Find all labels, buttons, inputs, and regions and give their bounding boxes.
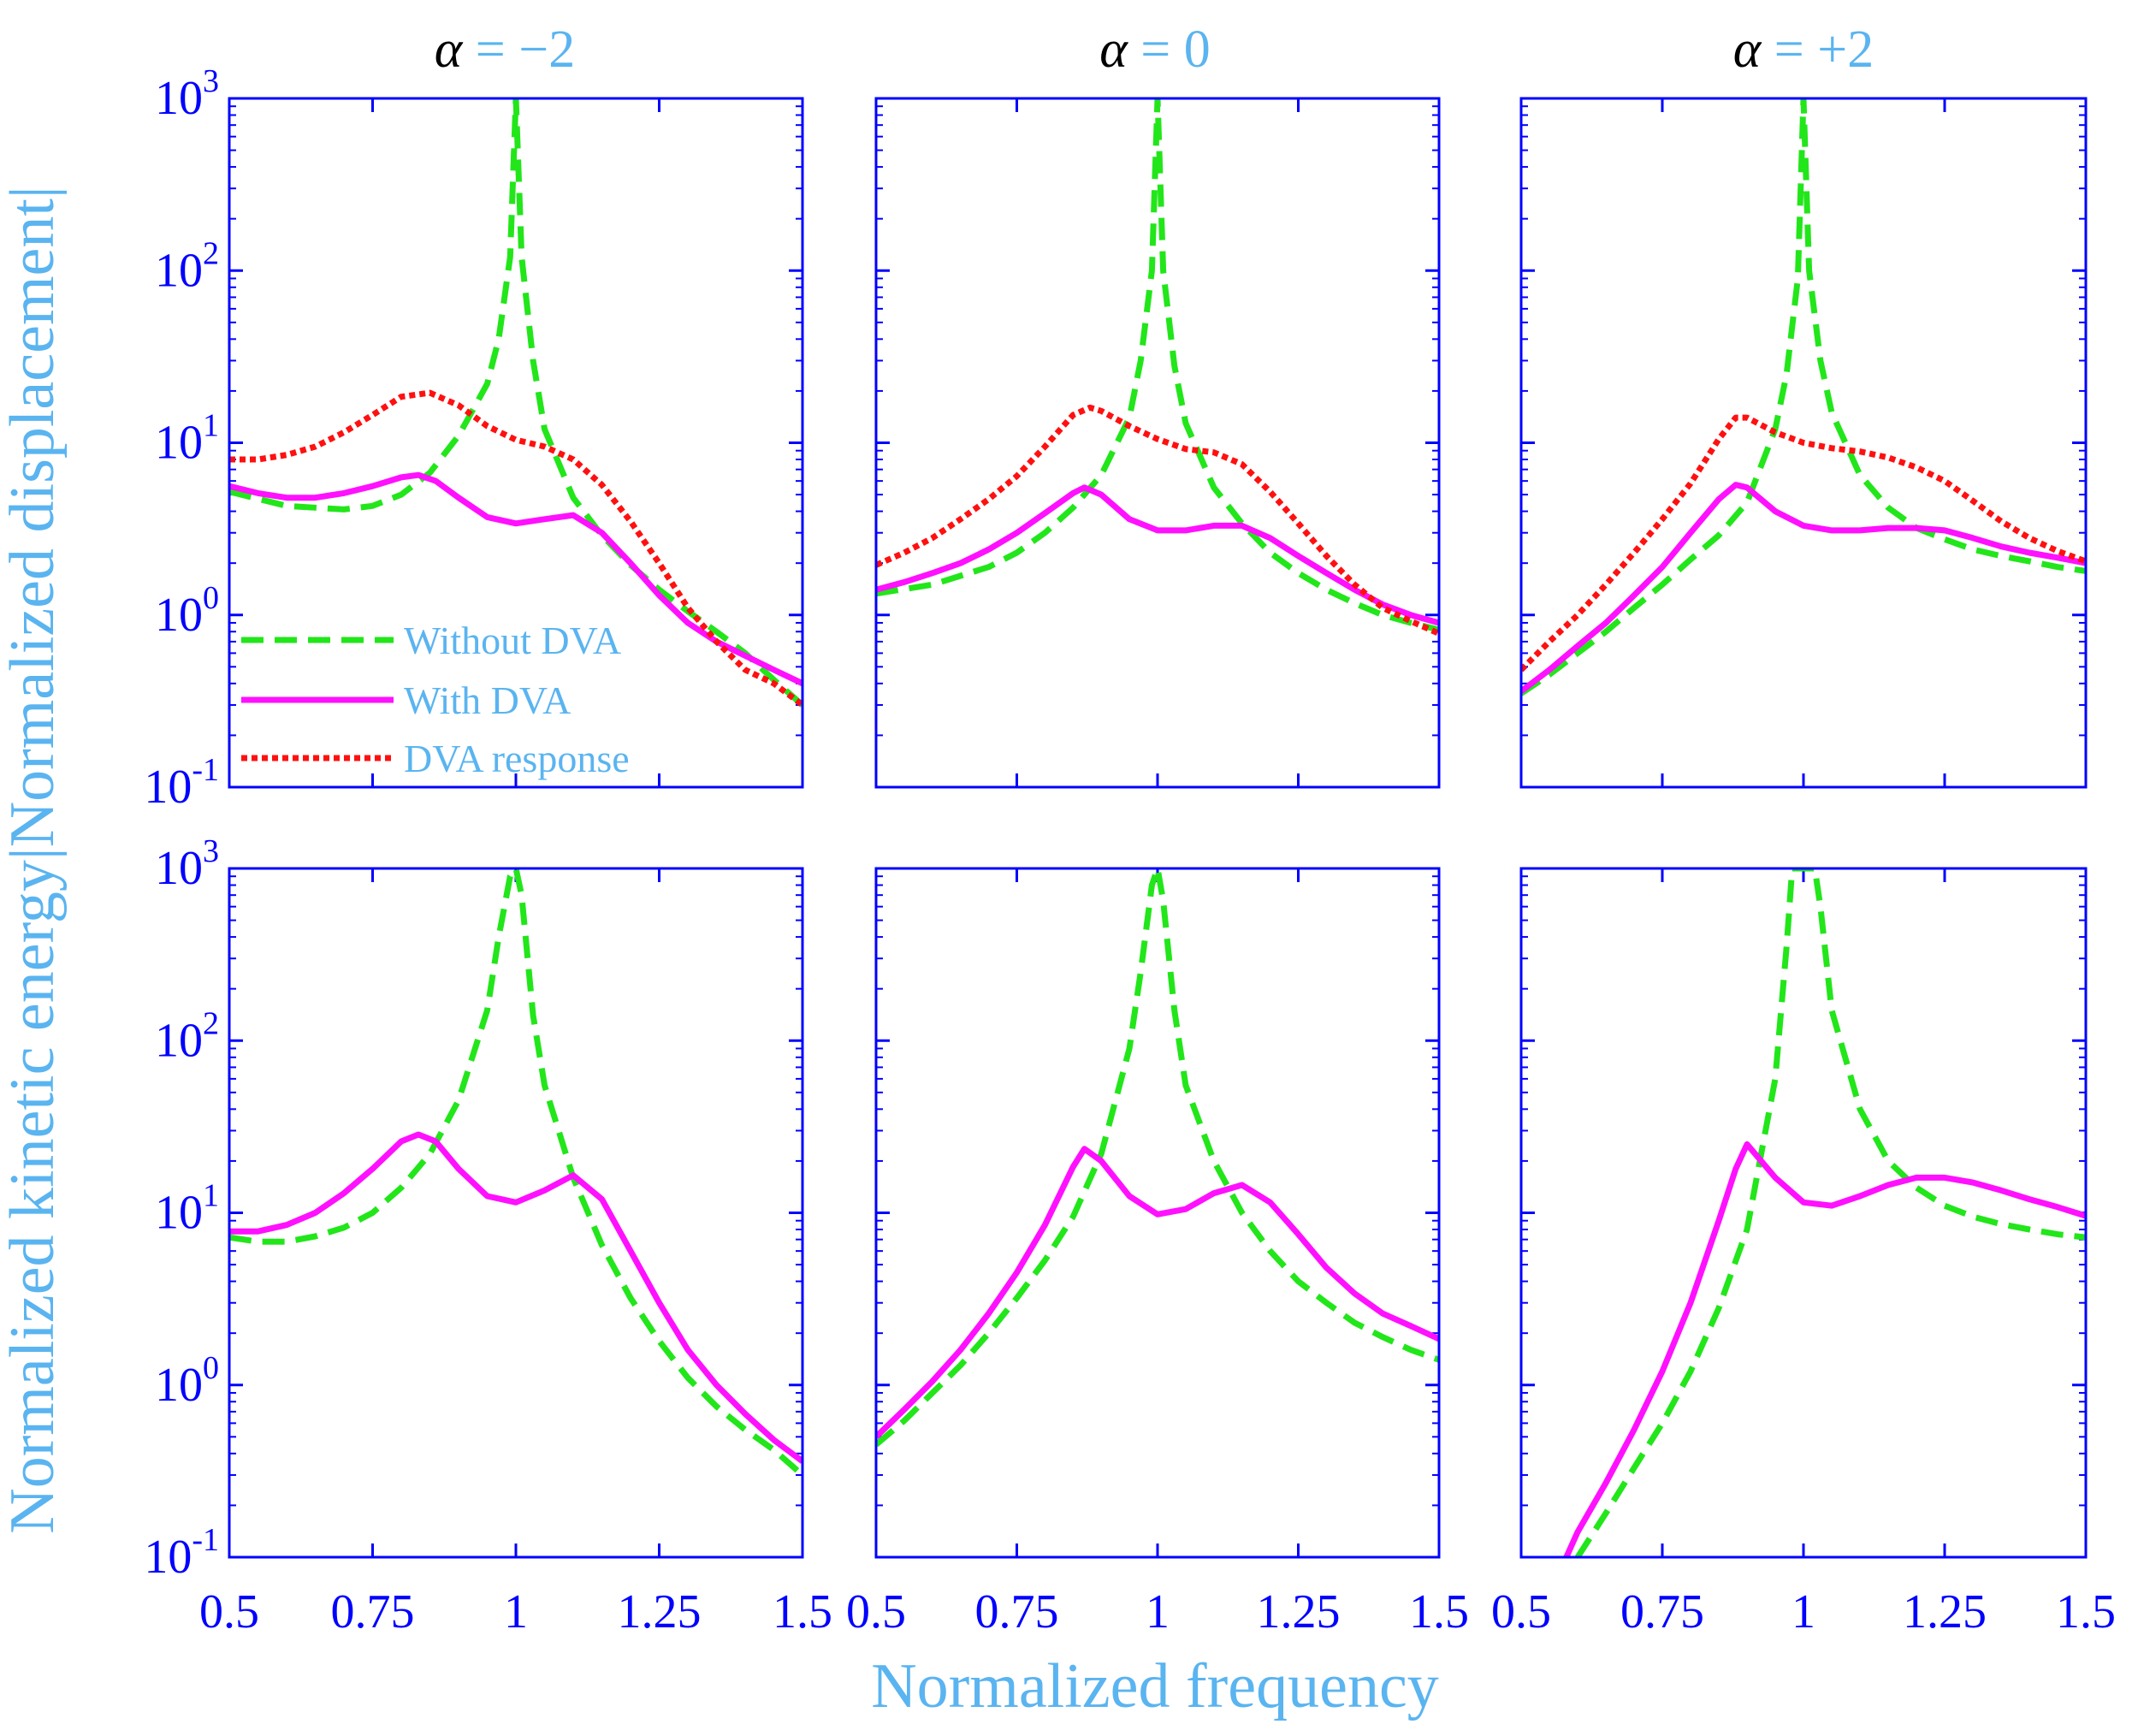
x-tick-label: 1.5 [773, 1585, 832, 1638]
axes-box [874, 97, 1441, 789]
series-group [229, 868, 802, 1478]
y-axis-label: Normalized kinetic energy|Normalized dis… [0, 186, 68, 1534]
x-tick-label: 0.5 [1491, 1585, 1551, 1638]
y-tick-base: 10 [155, 1359, 203, 1412]
panel-2 [874, 97, 1441, 789]
axes-box [874, 867, 1441, 1559]
x-tick-label: 1 [504, 1585, 528, 1638]
y-tick-base: 10 [155, 1187, 203, 1240]
series-dva-response-line [229, 389, 802, 708]
panel-3 [1519, 97, 2088, 789]
series-without-dva-line [229, 98, 802, 708]
x-tick-label: 0.75 [975, 1585, 1059, 1638]
series-with-dva-line [1563, 1141, 2086, 1557]
legend: Without DVA With DVA DVA response [241, 619, 630, 780]
series-without-dva-line [229, 868, 802, 1478]
legend-dva-response-label: DVA response [404, 737, 630, 780]
panel-title-3: α = +2 [1733, 21, 1874, 79]
y-tick-base: 10 [155, 72, 203, 125]
x-tick-label: 1.25 [1257, 1585, 1341, 1638]
series-with-dva-line [876, 484, 1439, 626]
series-without-dva-line [1575, 868, 2086, 1557]
y-tick-label: 10-1 [144, 1522, 219, 1584]
axes-box [1519, 97, 2088, 789]
series-group [876, 98, 1439, 637]
y-tick-label: 10-1 [144, 752, 219, 814]
x-tick-label: 1 [1146, 1585, 1170, 1638]
legend-with-dva-label: With DVA [404, 678, 571, 722]
series-without-dva-line [876, 98, 1439, 633]
x-tick-label: 1.5 [2056, 1585, 2116, 1638]
panel-title-2: α = 0 [1099, 21, 1211, 79]
y-tick-label: 103 [155, 833, 219, 895]
y-tick-label: 100 [155, 580, 219, 642]
y-tick-exponent: 3 [203, 63, 219, 99]
x-tick-label: 1 [1792, 1585, 1815, 1638]
panel-title-2-eq: = 0 [1128, 21, 1211, 79]
y-tick-exponent: 0 [203, 1350, 219, 1386]
y-tick-label: 101 [155, 1178, 219, 1240]
x-axis-label: Normalized frequency [871, 1651, 1439, 1721]
y-tick-exponent: 3 [203, 833, 219, 869]
series-without-dva-line [1521, 98, 2086, 696]
axes-box [1519, 867, 2088, 1559]
y-tick-label: 102 [155, 235, 219, 297]
series-with-dva-line [876, 1146, 1439, 1439]
x-tick-label: 0.5 [846, 1585, 906, 1638]
panel-title-3-symbol: α [1733, 21, 1762, 79]
panel-title-3-eq: = +2 [1761, 21, 1874, 79]
y-tick-label: 100 [155, 1350, 219, 1412]
series-with-dva-line [1521, 482, 2086, 694]
axes-box [228, 97, 804, 789]
x-tick-label: 1.25 [1903, 1585, 1987, 1638]
series-group [229, 98, 802, 708]
panel-6: 0.5 0.75 1 1.25 1.5 [1491, 867, 2116, 1638]
panel-title-1-symbol: α [435, 21, 464, 79]
y-tick-base: 10 [155, 842, 203, 895]
y-tick-base: 10 [155, 417, 203, 470]
y-tick-label: 102 [155, 1005, 219, 1067]
y-tick-label: 101 [155, 408, 219, 470]
y-tick-exponent: -1 [192, 752, 219, 788]
series-group [876, 868, 1439, 1448]
y-tick-base: 10 [155, 589, 203, 642]
series-dva-response-line [876, 404, 1439, 637]
series-with-dva-line [229, 471, 802, 686]
axes-box [228, 867, 804, 1559]
x-tick-label: 1.25 [618, 1585, 702, 1638]
x-tick-label: 1.5 [1409, 1585, 1469, 1638]
x-tick-label: 0.5 [199, 1585, 259, 1638]
x-tick-label: 0.75 [1620, 1585, 1704, 1638]
series-without-dva-line [876, 868, 1439, 1448]
series-dva-response-line [1521, 414, 2086, 672]
series-group [1563, 868, 2086, 1557]
y-tick-label: 103 [155, 63, 219, 125]
x-tick-label: 0.75 [331, 1585, 415, 1638]
series-with-dva-line [229, 1131, 802, 1464]
y-tick-exponent: 1 [203, 1178, 219, 1214]
y-tick-exponent: 2 [203, 235, 219, 271]
panel-title-1-eq: = −2 [462, 21, 575, 79]
legend-without-dva-label: Without DVA [404, 619, 621, 662]
y-tick-base: 10 [155, 1014, 203, 1067]
y-tick-base: 10 [144, 761, 192, 814]
y-tick-exponent: -1 [192, 1522, 219, 1558]
y-tick-exponent: 1 [203, 408, 219, 444]
panel-title-1: α = −2 [435, 21, 575, 79]
y-tick-exponent: 0 [203, 580, 219, 616]
series-group [1521, 98, 2086, 696]
y-tick-base: 10 [155, 244, 203, 297]
y-tick-exponent: 2 [203, 1005, 219, 1041]
panel-5: 0.5 0.75 1 1.25 1.5 [846, 867, 1469, 1638]
panel-title-2-symbol: α [1099, 21, 1128, 79]
y-tick-base: 10 [144, 1531, 192, 1584]
